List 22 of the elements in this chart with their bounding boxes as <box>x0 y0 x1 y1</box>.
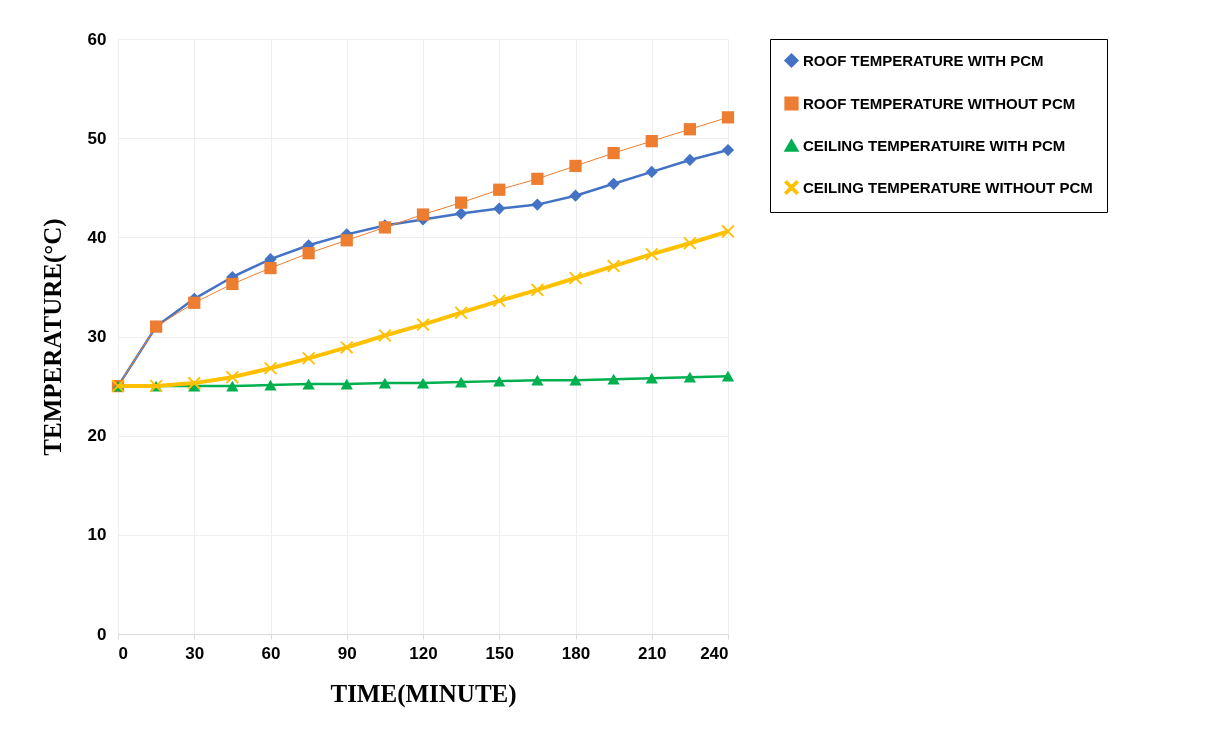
y-tick-label: 20 <box>87 426 107 446</box>
x-tick-label: 0 <box>118 643 128 663</box>
y-tick-label: 30 <box>87 327 107 346</box>
x-tick-label: 60 <box>261 643 281 663</box>
y-tick-label: 50 <box>87 128 107 148</box>
y-tick-label: 10 <box>87 525 107 545</box>
x-tick-label: 240 <box>700 643 729 663</box>
y-tick-label: 40 <box>87 227 107 247</box>
y-tick-label: 60 <box>87 29 107 49</box>
x-tick-label: 90 <box>337 643 357 663</box>
legend-label: ROOF TEMPERATURE WITHOUT PCM <box>803 94 1076 112</box>
x-tick-label: 180 <box>561 643 591 663</box>
x-tick-label: 150 <box>485 643 514 663</box>
legend-label: ROOF TEMPERATURE WITH PCM <box>803 51 1044 69</box>
legend-label: CEILING TEMPERATURE WITHOUT PCM <box>803 178 1093 196</box>
legend-label: CEILING TEMPERATUIRE WITH PCM <box>803 136 1066 154</box>
y-tick-label: 0 <box>97 624 107 644</box>
x-tick-label: 210 <box>638 643 667 663</box>
y-axis-title: TEMPERATURE(°C) <box>38 218 67 456</box>
x-axis-title: TIME(MINUTE) <box>330 679 517 708</box>
x-tick-label: 120 <box>409 643 438 663</box>
x-tick-label: 30 <box>185 643 205 663</box>
